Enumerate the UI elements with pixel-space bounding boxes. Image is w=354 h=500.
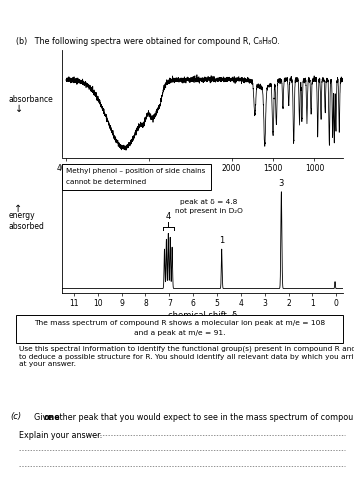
Text: Use this spectral information to identify the functional group(s) present in com: Use this spectral information to identif… (19, 346, 354, 352)
Text: Give: Give (34, 412, 55, 422)
X-axis label: wavelength / cm⁻¹: wavelength / cm⁻¹ (164, 176, 241, 184)
Text: ↑: ↑ (15, 204, 22, 214)
Text: at your answer.: at your answer. (19, 361, 76, 367)
Text: The mass spectrum of compound R shows a molecular ion peak at m/e = 108: The mass spectrum of compound R shows a … (34, 320, 325, 326)
Text: 1: 1 (219, 236, 224, 245)
X-axis label: chemical shift, δ: chemical shift, δ (168, 310, 237, 320)
Text: 3: 3 (279, 179, 284, 188)
Text: (b)   The following spectra were obtained for compound R, C₈H₈O.: (b) The following spectra were obtained … (16, 37, 280, 46)
Text: one: one (44, 412, 60, 422)
Text: Explain your answer.: Explain your answer. (19, 431, 103, 440)
Text: cannot be determined: cannot be determined (66, 179, 147, 185)
Text: absorbance: absorbance (9, 96, 53, 104)
Text: to deduce a possible structure for R. You should identify all relevant data by w: to deduce a possible structure for R. Yo… (19, 354, 354, 360)
Text: 4: 4 (166, 212, 171, 221)
Text: energy
absorbed: energy absorbed (9, 211, 45, 231)
Text: peak at δ = 4.8
not present in D₂O: peak at δ = 4.8 not present in D₂O (175, 200, 242, 214)
Text: ↓: ↓ (16, 104, 23, 114)
Text: Methyl phenol – position of side chains: Methyl phenol – position of side chains (66, 168, 206, 174)
Text: other peak that you would expect to see in the mass spectrum of compound R.: other peak that you would expect to see … (52, 412, 354, 422)
Text: (c): (c) (10, 412, 21, 422)
Text: and a peak at m/e = 91.: and a peak at m/e = 91. (134, 330, 225, 336)
